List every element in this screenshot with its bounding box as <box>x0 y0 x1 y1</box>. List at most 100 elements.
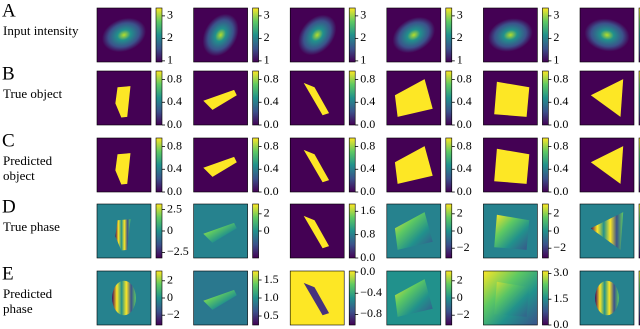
colorbar <box>348 70 356 126</box>
phase <box>494 214 530 250</box>
colorbar-tick-label: 1 <box>167 53 173 67</box>
colorbar-tick-label: 0 <box>457 223 463 237</box>
phase <box>590 212 624 250</box>
phase <box>494 281 530 317</box>
image-panel <box>193 203 248 259</box>
colorbar-tick-label: 0 <box>457 290 463 304</box>
colorbar-tick-label: −2 <box>167 307 180 321</box>
colorbar-tick-label: 2 <box>553 30 559 44</box>
row-label: True phase <box>3 219 60 234</box>
colorbar <box>252 70 259 126</box>
colorbar <box>348 7 356 63</box>
colorbar-tick-label: 1 <box>264 53 270 67</box>
object <box>394 146 433 184</box>
image-frame <box>386 203 442 259</box>
colorbar-tick-label: 0.0 <box>360 117 375 131</box>
row-label: Input intensity <box>3 23 79 38</box>
colorbar-tick-label: 2 <box>457 206 463 220</box>
colorbar <box>155 7 163 63</box>
image-panel <box>193 270 248 326</box>
colorbar <box>252 203 259 259</box>
colorbar <box>252 7 259 63</box>
colorbar <box>445 270 453 326</box>
colorbar-tick-label: 0.4 <box>360 161 375 175</box>
image-frame <box>386 70 442 126</box>
image-panel <box>289 270 345 326</box>
image-frame <box>96 7 152 63</box>
phase <box>203 222 237 243</box>
colorbar <box>542 270 549 326</box>
colorbar-tick-label: 3 <box>264 8 270 22</box>
image-frame <box>193 270 248 326</box>
image-panel <box>193 137 248 193</box>
image-panel <box>289 70 345 126</box>
colorbar-tick-label: 0 <box>167 223 173 237</box>
colorbar-tick-label: 0 <box>264 223 270 237</box>
image-frame <box>483 70 538 126</box>
phase <box>394 212 433 250</box>
colorbar <box>252 270 259 326</box>
image-frame <box>579 70 635 126</box>
intensity <box>392 16 436 54</box>
colorbar-tick-label: 1 <box>457 53 463 67</box>
colorbar-tick-label: 0.0 <box>360 250 375 264</box>
image-frame <box>483 203 538 259</box>
colorbar-tick-label: 0.4 <box>553 94 568 108</box>
colorbar-tick-label: −2 <box>457 307 470 321</box>
intensity <box>488 18 533 52</box>
colorbar-tick-label: 0.8 <box>360 138 375 152</box>
image-panel <box>386 70 442 126</box>
colorbar-tick-label: 0.8 <box>167 71 182 85</box>
image-frame <box>96 270 152 326</box>
colorbar-tick-label: −0.8 <box>360 306 382 320</box>
row-letter: D <box>2 196 16 217</box>
colorbar-tick-label: 3.0 <box>553 265 568 279</box>
image-panel <box>483 70 538 126</box>
object <box>303 149 330 183</box>
image-frame <box>289 203 345 259</box>
colorbar <box>542 7 549 63</box>
object <box>115 86 131 118</box>
image-frame <box>579 7 635 63</box>
image-frame <box>193 70 248 126</box>
intensity <box>584 18 630 52</box>
image-frame <box>193 7 248 63</box>
colorbar-tick-label: 0.4 <box>360 94 375 108</box>
image-panel <box>386 137 442 193</box>
image-panel <box>579 7 635 63</box>
colorbar-tick-label: −0.4 <box>360 285 382 299</box>
object <box>203 156 237 177</box>
colorbar-tick-label: 0.8 <box>167 138 182 152</box>
colorbar-tick-label: 2 <box>264 30 270 44</box>
colorbar <box>252 137 259 193</box>
colorbar-tick-label: 0.8 <box>457 71 472 85</box>
colorbar-tick-label: 0.0 <box>457 117 472 131</box>
colorbar <box>445 137 453 193</box>
colorbar-tick-label: 0.0 <box>264 117 279 131</box>
colorbar-tick-label: 0.8 <box>360 71 375 85</box>
colorbar-tick-label: 0 <box>167 290 173 304</box>
object <box>590 146 624 184</box>
colorbar-tick-label: 0.4 <box>167 161 182 175</box>
colorbar-tick-label: −2 <box>553 240 566 254</box>
image-frame <box>289 70 345 126</box>
colorbar-tick-label: 0.8 <box>553 71 568 85</box>
image-panel <box>96 203 152 259</box>
image-panel <box>96 7 152 63</box>
colorbar <box>155 203 163 259</box>
colorbar-tick-label: 2 <box>360 30 366 44</box>
image-panel <box>289 137 345 193</box>
row-label: phase <box>3 301 33 316</box>
row-label: Predicted <box>3 153 53 168</box>
colorbar-tick-label: 2 <box>167 273 173 287</box>
row-letter: A <box>2 0 16 21</box>
image-frame <box>289 270 345 326</box>
row-letter: C <box>2 130 15 151</box>
image-frame <box>96 203 152 259</box>
colorbar-tick-label: 1.0 <box>264 290 279 304</box>
image-panel <box>193 7 248 63</box>
image-panel <box>193 70 248 126</box>
colorbar-tick-label: 0.0 <box>167 117 182 131</box>
colorbar <box>445 7 453 63</box>
colorbar-tick-label: 0.4 <box>457 94 472 108</box>
